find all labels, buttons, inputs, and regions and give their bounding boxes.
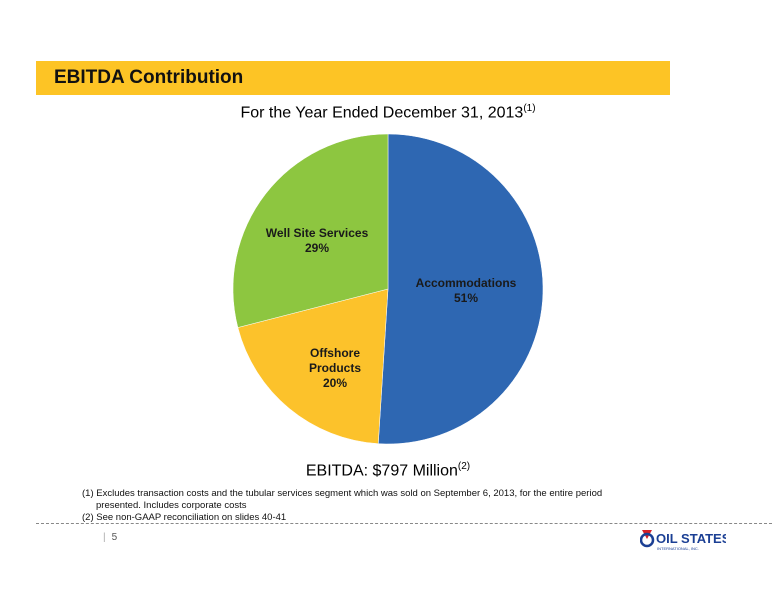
footnotes: (1) Excludes transaction costs and the t…	[82, 488, 602, 524]
ebitda-total-text: EBITDA: $797 Million	[305, 462, 458, 480]
logo-text: OIL STATES	[656, 531, 726, 546]
pie-slice-offshore-products	[237, 288, 389, 444]
page-title: EBITDA Contribution	[54, 67, 244, 88]
page-number: | 5	[103, 532, 117, 543]
chart-subtitle-text: For the Year Ended December 31, 2013	[240, 104, 524, 122]
logo-o-mark	[640, 532, 655, 548]
pie-label-well-site-services: Well Site Services 29%	[266, 226, 369, 255]
title-bar: EBITDA Contribution	[36, 61, 670, 95]
chart-subtitle: For the Year Ended December 31, 2013(1)	[0, 103, 776, 122]
chart-subtitle-note: (1)	[523, 103, 536, 114]
page-number-value: 5	[111, 532, 118, 543]
ebitda-total-note: (2)	[457, 461, 471, 472]
company-logo: OIL STATES INTERNATIONAL, INC.	[640, 530, 726, 551]
footnote-1-line-1: (1) Excludes transaction costs and the t…	[82, 488, 603, 499]
pie-label-offshore-products: Offshore Products 20%	[309, 346, 361, 390]
pie-slice-accommodations	[378, 133, 544, 445]
ebitda-total: EBITDA: $797 Million(2)	[0, 461, 776, 480]
pie-label-accommodations: Accommodations 51%	[416, 276, 517, 305]
footer-divider	[36, 523, 772, 524]
footnote-2: (2) See non-GAAP reconciliation on slide…	[82, 512, 287, 523]
footnote-1-line-2: presented. Includes corporate costs	[96, 500, 247, 511]
pie-slice-well-site-services	[232, 133, 389, 328]
logo-subtext: INTERNATIONAL, INC.	[657, 546, 699, 551]
page-number-divider: |	[103, 532, 106, 543]
